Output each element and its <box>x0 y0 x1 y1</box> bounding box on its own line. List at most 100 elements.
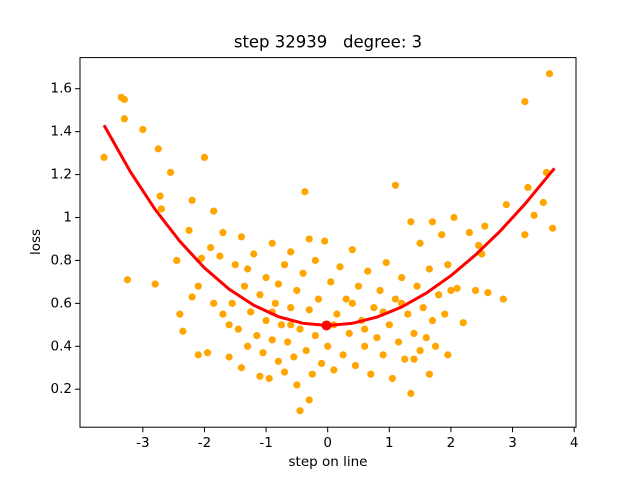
scatter-point <box>243 265 252 273</box>
scatter-point <box>431 342 440 350</box>
scatter-point <box>394 338 403 346</box>
scatter-point <box>176 310 184 318</box>
scatter-point <box>367 370 375 378</box>
scatter-point <box>314 295 323 303</box>
scatter-point <box>391 295 400 303</box>
scatter-point <box>324 342 332 350</box>
scatter-point <box>154 145 162 153</box>
scatter-point <box>447 286 455 295</box>
scatter-point <box>219 228 227 237</box>
scatter-point <box>240 282 249 290</box>
scatter-point <box>265 374 273 383</box>
scatter-point <box>327 278 335 286</box>
scatter-point <box>539 198 547 207</box>
scatter-point <box>166 168 175 177</box>
scatter-point <box>259 349 267 357</box>
scatter-point <box>207 243 215 252</box>
scatter-point <box>293 381 301 389</box>
scatter-point <box>376 286 384 295</box>
scatter-point <box>188 293 196 301</box>
scatter-point <box>287 321 295 329</box>
scatter-point <box>450 213 458 222</box>
scatter-point <box>416 346 424 355</box>
scatter-point <box>428 218 437 226</box>
y-tick-label: 1.6 <box>51 81 72 97</box>
scatter-point <box>336 263 344 271</box>
scatter-point <box>296 325 304 333</box>
scatter-point <box>253 331 261 340</box>
x-tick-label: 3 <box>508 435 517 451</box>
axes-frame <box>79 57 577 428</box>
scatter-point <box>185 226 193 234</box>
scatter-point <box>280 368 289 376</box>
scatter-point <box>370 304 378 312</box>
scatter-point <box>545 70 554 78</box>
scatter-point <box>425 370 433 378</box>
scatter-point <box>398 274 406 282</box>
scatter-point <box>203 349 212 357</box>
x-tick-label: 1 <box>385 435 394 451</box>
y-tick-label: 0.4 <box>51 338 72 354</box>
scatter-point <box>237 364 246 372</box>
scatter-point <box>311 256 319 265</box>
scatter-point <box>434 291 443 299</box>
scatter-point <box>351 362 360 370</box>
y-axis-label: loss <box>28 229 44 255</box>
scatter-point <box>296 407 304 415</box>
scatter-point <box>234 325 242 333</box>
scatter-point <box>274 357 282 365</box>
scatter-point <box>317 359 326 368</box>
scatter-point <box>157 205 165 213</box>
scatter-point <box>391 181 400 189</box>
scatter-point <box>428 316 437 325</box>
scatter-point <box>311 331 319 340</box>
scatter-point <box>410 355 418 363</box>
scatter-point <box>422 334 430 342</box>
scatter-point <box>228 299 236 307</box>
scatter-point <box>216 252 224 260</box>
scatter-point <box>305 235 313 243</box>
scatter-point <box>210 299 218 307</box>
scatter-point <box>521 231 529 239</box>
scatter-point <box>342 295 350 303</box>
scatter-point <box>373 334 381 342</box>
scatter-point <box>361 342 369 350</box>
scatter-point <box>237 233 246 241</box>
scatter-point <box>274 280 282 288</box>
scatter-point <box>441 310 449 318</box>
scatter-point <box>382 258 390 267</box>
x-axis-label: step on line <box>289 454 368 470</box>
scatter-point <box>120 95 128 104</box>
scatter-point <box>268 239 276 247</box>
y-tick-label: 0.8 <box>51 252 72 268</box>
scatter-point <box>465 228 474 237</box>
scatter-point <box>262 316 270 325</box>
scatter-point <box>339 351 347 359</box>
scatter-point <box>330 366 338 374</box>
scatter-point <box>268 336 276 344</box>
x-tick-label: -3 <box>136 435 149 451</box>
scatter-point <box>407 389 415 398</box>
scatter-point <box>416 239 424 247</box>
scatter-point <box>188 196 196 204</box>
scatter-point <box>287 248 295 256</box>
scatter-point <box>364 267 372 275</box>
scatter-point <box>210 207 218 215</box>
scatter-point <box>284 338 292 346</box>
scatter-point <box>225 321 233 329</box>
scatter-point <box>194 282 202 290</box>
minimum-point <box>321 320 332 331</box>
scatter-point <box>123 276 132 284</box>
scatter-point <box>301 188 309 196</box>
scatter-point <box>388 374 396 383</box>
scatter-point <box>499 295 507 303</box>
scatter-point <box>379 351 387 359</box>
scatter-point <box>139 125 147 134</box>
scatter-point <box>256 291 264 299</box>
y-tick-label: 0.6 <box>51 295 72 311</box>
scatter-point <box>401 355 409 363</box>
scatter-point <box>156 192 164 200</box>
scatter-point <box>280 261 289 269</box>
scatter-point <box>262 274 270 282</box>
